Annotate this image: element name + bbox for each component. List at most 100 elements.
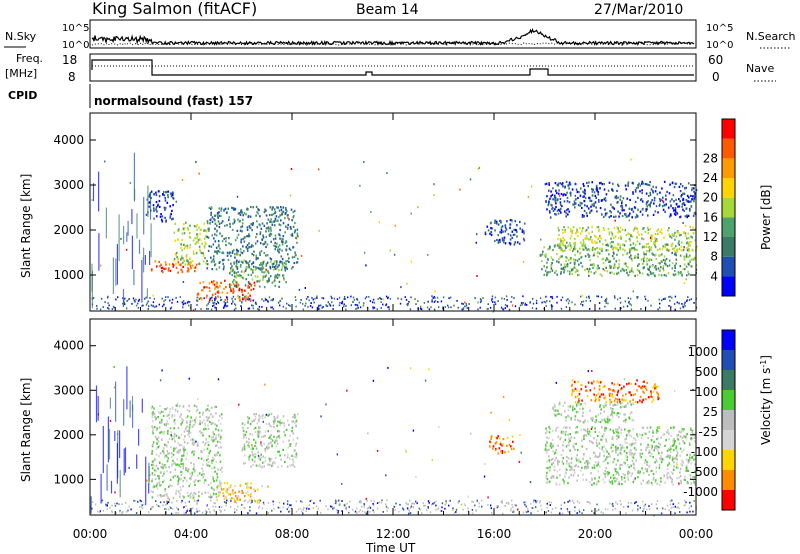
data-cell bbox=[596, 295, 598, 298]
data-cell bbox=[355, 308, 357, 310]
data-cell bbox=[236, 267, 239, 270]
data-cell bbox=[131, 209, 133, 225]
data-cell bbox=[646, 208, 648, 211]
data-cell bbox=[565, 416, 567, 419]
data-cell bbox=[690, 482, 693, 485]
data-cell bbox=[208, 435, 211, 438]
data-cell bbox=[414, 298, 416, 300]
data-cell bbox=[600, 296, 603, 298]
data-cell bbox=[148, 193, 151, 196]
data-cell bbox=[686, 464, 688, 467]
data-cell bbox=[548, 448, 550, 451]
data-cell bbox=[608, 253, 610, 256]
data-cell bbox=[191, 419, 194, 422]
data-cell bbox=[491, 435, 493, 438]
data-cell bbox=[620, 428, 623, 431]
data-cell bbox=[597, 463, 599, 466]
data-cell bbox=[691, 456, 694, 459]
data-cell bbox=[510, 445, 512, 448]
data-cell bbox=[437, 507, 440, 509]
data-region-5 bbox=[570, 379, 660, 404]
data-cell bbox=[409, 308, 412, 311]
nave-tick-high: 60 bbox=[708, 53, 723, 67]
data-cell bbox=[145, 213, 148, 216]
data-cell bbox=[631, 267, 633, 270]
data-cell bbox=[239, 498, 241, 501]
data-cell bbox=[281, 421, 284, 424]
data-cell bbox=[231, 302, 233, 305]
data-cell bbox=[610, 231, 613, 234]
data-cell bbox=[164, 199, 167, 202]
data-cell bbox=[198, 495, 200, 498]
data-cell bbox=[267, 463, 269, 466]
data-cell bbox=[546, 471, 548, 474]
data-cell bbox=[189, 257, 191, 260]
data-cell bbox=[177, 508, 179, 511]
data-cell bbox=[552, 258, 554, 261]
data-cell bbox=[677, 242, 680, 245]
data-cell bbox=[151, 425, 153, 428]
data-cell bbox=[186, 508, 189, 511]
data-cell bbox=[617, 481, 620, 485]
data-cell bbox=[630, 435, 632, 438]
data-cell bbox=[636, 435, 639, 438]
data-cell bbox=[254, 455, 256, 459]
data-cell bbox=[156, 483, 158, 486]
data-cell bbox=[198, 172, 200, 175]
data-cell bbox=[627, 402, 629, 405]
data-cell bbox=[197, 293, 200, 296]
data-cell bbox=[125, 248, 128, 251]
data-cell bbox=[501, 225, 504, 228]
data-cell bbox=[648, 204, 650, 207]
data-cell bbox=[672, 426, 675, 429]
data-cell bbox=[134, 188, 136, 201]
data-cell bbox=[479, 301, 482, 304]
data-cell bbox=[273, 460, 275, 464]
data-cell bbox=[663, 236, 665, 239]
data-cell bbox=[594, 421, 596, 424]
data-cell bbox=[216, 485, 219, 488]
data-cell bbox=[537, 510, 539, 513]
data-cell bbox=[669, 475, 671, 478]
data-cell bbox=[571, 268, 574, 271]
data-cell bbox=[255, 512, 258, 515]
data-cell bbox=[186, 415, 189, 418]
data-cell bbox=[250, 487, 252, 490]
data-cell bbox=[247, 286, 249, 289]
data-cell bbox=[440, 300, 443, 303]
data-cell bbox=[596, 438, 598, 442]
data-cell bbox=[591, 190, 594, 193]
data-cell bbox=[632, 479, 635, 482]
data-cell bbox=[216, 488, 218, 491]
data-cell bbox=[659, 203, 661, 206]
data-cell bbox=[207, 236, 210, 239]
data-cell bbox=[674, 308, 676, 311]
data-cell bbox=[189, 419, 192, 422]
data-cell bbox=[492, 447, 494, 450]
data-cell bbox=[175, 404, 178, 407]
data-cell bbox=[248, 235, 251, 238]
data-cell bbox=[571, 388, 574, 391]
data-cell bbox=[190, 461, 192, 465]
data-cell bbox=[180, 459, 182, 462]
data-cell bbox=[189, 232, 191, 235]
data-cell bbox=[561, 250, 564, 253]
data-cell bbox=[494, 239, 496, 243]
data-cell bbox=[260, 465, 262, 468]
data-cell bbox=[175, 262, 177, 265]
data-cell bbox=[551, 269, 554, 272]
data-cell bbox=[241, 301, 243, 303]
data-cell bbox=[624, 413, 626, 416]
data-cell bbox=[248, 417, 250, 420]
data-cell bbox=[655, 387, 658, 390]
data-cell bbox=[557, 409, 559, 412]
data-cell bbox=[562, 236, 564, 239]
colorbar-tick-label: 20 bbox=[703, 191, 718, 205]
data-cell bbox=[213, 301, 215, 304]
data-cell bbox=[674, 273, 677, 276]
data-cell bbox=[567, 244, 570, 247]
data-cell bbox=[260, 268, 262, 271]
data-cell bbox=[291, 430, 293, 433]
data-cell bbox=[373, 500, 375, 503]
data-cell bbox=[658, 442, 660, 445]
